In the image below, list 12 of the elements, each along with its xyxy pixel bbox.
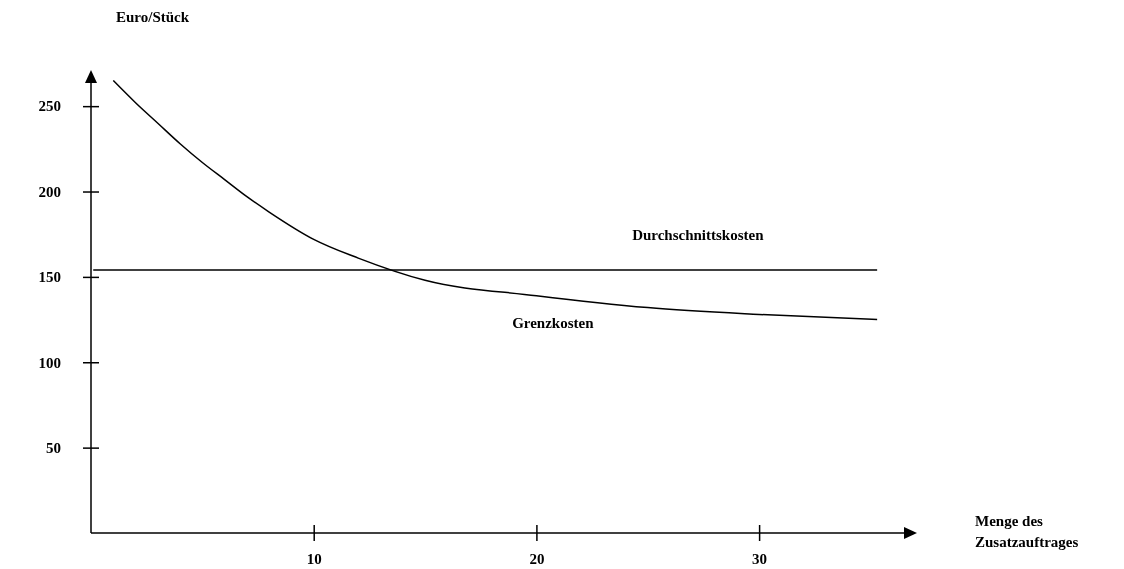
y-tick-label: 250: [38, 98, 61, 115]
y-tick-label: 200: [38, 183, 61, 200]
x-tick-label: 20: [529, 550, 545, 567]
y-tick-label: 50: [46, 439, 61, 456]
y-tick-label: 100: [38, 354, 61, 371]
series-label: Grenzkosten: [512, 314, 595, 331]
x-axis-title: Menge des Zusatzauftrages: [975, 513, 1079, 550]
x-tick-label: 30: [752, 550, 768, 567]
x-tick-label: 10: [306, 550, 322, 567]
y-axis-title: Euro/Stück: [116, 9, 190, 25]
series-label: Durchschnittskosten: [632, 227, 765, 244]
y-tick-label: 150: [38, 269, 61, 286]
